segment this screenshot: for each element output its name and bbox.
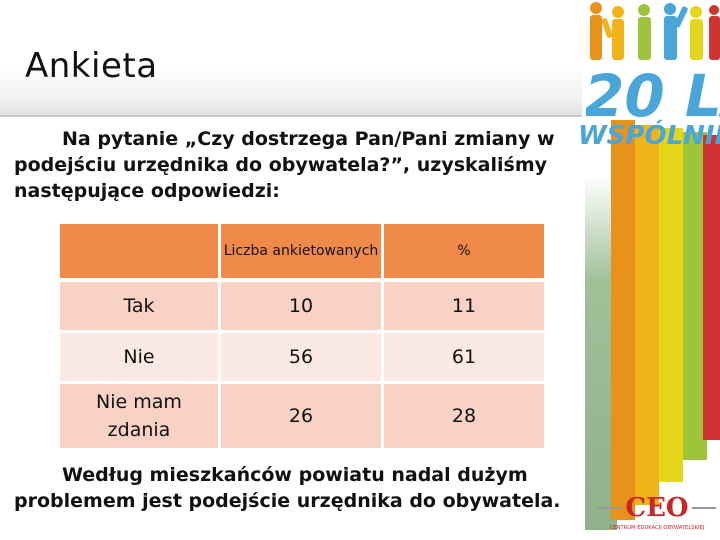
ceo-logo-subtext: CENTRUM EDUKACJI OBYWATELSKIEJ bbox=[610, 525, 705, 531]
table-cell-percent: 11 bbox=[384, 282, 544, 330]
stripe-red bbox=[703, 135, 720, 440]
table-header-count: Liczba ankietowanych bbox=[221, 224, 381, 278]
title-band bbox=[0, 0, 582, 117]
table-row-label: Nie bbox=[60, 333, 218, 381]
stripe-orange bbox=[611, 120, 635, 520]
color-stripes-decoration bbox=[585, 0, 720, 540]
table-cell-percent: 61 bbox=[384, 333, 544, 381]
anniversary-logo-text: 20 LAT bbox=[586, 62, 720, 122]
table-header-percent: % bbox=[384, 224, 544, 278]
table-cell-count: 10 bbox=[221, 282, 381, 330]
anniversary-logo: 20 LAT bbox=[586, 62, 720, 122]
table-cell-count: 26 bbox=[221, 384, 381, 448]
anniversary-subtext-logo: WSPÓLNIE bbox=[578, 119, 720, 150]
survey-intro-text: Na pytanie „Czy dostrzega Pan/Pani zmian… bbox=[14, 128, 555, 202]
stripe-yellow bbox=[659, 128, 683, 482]
stripe-amber bbox=[635, 125, 659, 505]
table-cell-count: 56 bbox=[221, 333, 381, 381]
table-row-label: Tak bbox=[60, 282, 218, 330]
table-row-label: Nie mam zdania bbox=[60, 384, 218, 448]
ceo-logo-text: CEO bbox=[625, 493, 688, 523]
survey-conclusion-text: Według mieszkańców powiatu nadal dużym p… bbox=[14, 464, 561, 512]
table-cell-percent: 28 bbox=[384, 384, 544, 448]
ceo-logo: CEO CENTRUM EDUKACJI OBYWATELSKIEJ bbox=[598, 493, 716, 531]
people-silhouettes-icon bbox=[590, 2, 720, 60]
table-header-empty bbox=[60, 224, 218, 278]
page-title: Ankieta bbox=[25, 46, 158, 86]
anniversary-subtext: WSPÓLNIE bbox=[578, 119, 720, 150]
